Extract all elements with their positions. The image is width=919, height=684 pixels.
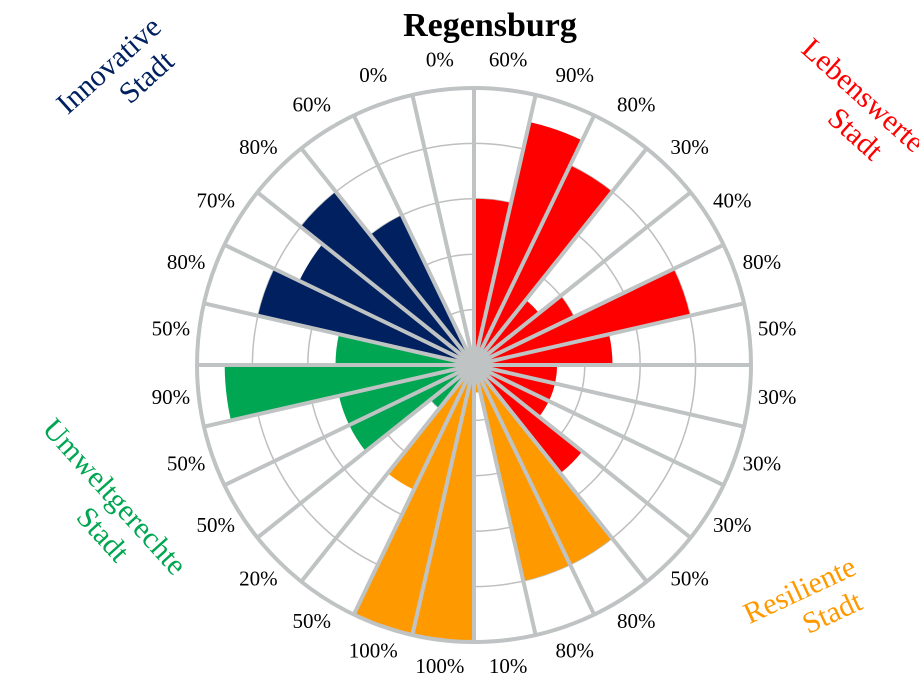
separator: [410, 94, 476, 366]
bar: [300, 191, 474, 365]
separator: [473, 363, 745, 429]
value-label: 50%: [670, 566, 709, 590]
value-label: 100%: [349, 639, 398, 663]
value-label: 30%: [743, 452, 782, 476]
value-label: 0%: [426, 48, 454, 72]
separator: [223, 363, 475, 487]
separator: [299, 147, 476, 367]
value-label: 50%: [196, 513, 235, 537]
bar: [299, 244, 474, 365]
value-label: 90%: [152, 385, 191, 409]
separator: [472, 363, 649, 583]
value-label: 80%: [617, 609, 656, 633]
value-label: 50%: [758, 317, 797, 341]
separator: [472, 147, 649, 367]
bar: [474, 165, 613, 365]
bar: [474, 365, 613, 565]
value-label: 90%: [555, 63, 594, 87]
separator: [473, 243, 725, 367]
value-label: 80%: [617, 93, 656, 117]
value-label: 30%: [758, 385, 797, 409]
separator: [352, 364, 476, 616]
value-label: 30%: [670, 135, 709, 159]
value-label: 80%: [167, 250, 206, 274]
bar: [474, 365, 583, 474]
value-label: 60%: [489, 48, 528, 72]
chart-title: Regensburg: [403, 7, 577, 44]
bar: [474, 300, 539, 365]
separator: [472, 364, 596, 616]
value-label: 50%: [292, 609, 331, 633]
separator: [299, 363, 476, 583]
separator: [256, 363, 476, 540]
value-label: 50%: [167, 452, 206, 476]
separator: [203, 301, 475, 367]
bar: [387, 365, 474, 490]
sector-bg: [257, 365, 474, 582]
separator: [472, 190, 692, 367]
separator: [203, 363, 475, 429]
value-label: 40%: [713, 189, 752, 213]
value-label: 0%: [359, 63, 387, 87]
separator: [410, 364, 476, 636]
value-label: 20%: [239, 566, 278, 590]
value-label: 80%: [743, 250, 782, 274]
value-label: 70%: [196, 189, 235, 213]
separator: [472, 114, 596, 366]
bar: [474, 295, 574, 365]
bar: [349, 365, 474, 452]
value-label: 80%: [239, 135, 278, 159]
separator: [352, 114, 476, 366]
value-label: 100%: [415, 654, 464, 678]
separator: [473, 301, 745, 367]
bar: [353, 365, 474, 636]
value-label: 50%: [152, 317, 191, 341]
value-label: 60%: [292, 93, 331, 117]
separator: [256, 190, 476, 367]
separator: [472, 364, 538, 636]
outer-ring: [195, 86, 753, 644]
value-label: 10%: [489, 654, 528, 678]
bar: [370, 215, 474, 365]
separator: [472, 94, 538, 366]
value-label: 80%: [555, 639, 594, 663]
separator: [473, 363, 725, 487]
separator: [472, 363, 692, 540]
separator: [223, 243, 475, 367]
value-label: 30%: [713, 513, 752, 537]
